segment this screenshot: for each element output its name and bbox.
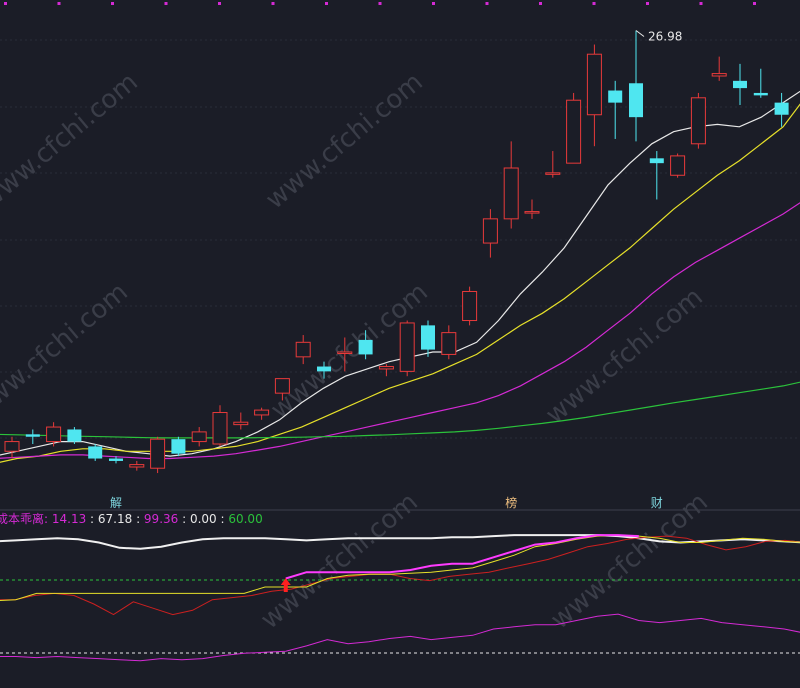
candle bbox=[274, 378, 290, 401]
moving-average-line-2 bbox=[0, 202, 800, 460]
watermarks: www.cfchi.com www.cfchi.com www.cfchi.com w… bbox=[0, 67, 714, 635]
candle bbox=[233, 412, 249, 430]
candle bbox=[711, 56, 727, 81]
legend-value: 成本乖离: bbox=[0, 511, 52, 526]
candle bbox=[317, 361, 331, 379]
candle bbox=[378, 364, 394, 377]
price-gridlines bbox=[0, 39, 800, 511]
candle bbox=[462, 286, 478, 326]
watermark-text: www.cfchi.com bbox=[0, 67, 144, 215]
buy-signal-arrow-icon bbox=[280, 578, 291, 592]
event-marker[interactable]: 榜 bbox=[505, 495, 517, 510]
top-marker-dot bbox=[111, 2, 114, 5]
legend-value: 14.13 bbox=[52, 512, 86, 526]
high-price-label: 26.98 bbox=[648, 29, 682, 43]
candle bbox=[399, 320, 415, 377]
candle bbox=[4, 436, 20, 459]
top-marker-dot bbox=[325, 2, 328, 5]
event-marker[interactable]: 财 bbox=[651, 496, 663, 510]
top-marker-dot bbox=[432, 2, 435, 5]
annotations: 26.98 解 榜 财 bbox=[4, 2, 756, 510]
top-marker-dot bbox=[646, 2, 649, 5]
watermark-text: www.cfchi.com bbox=[0, 277, 134, 425]
top-marker-dot bbox=[485, 2, 489, 5]
candle bbox=[670, 153, 686, 178]
top-marker-dot bbox=[164, 2, 168, 5]
top-marker-dot bbox=[4, 2, 7, 5]
candle bbox=[337, 337, 353, 372]
candle bbox=[774, 92, 789, 127]
candle bbox=[608, 80, 623, 139]
candle bbox=[441, 325, 457, 360]
candle bbox=[46, 422, 62, 447]
candle bbox=[421, 320, 435, 357]
moving-average-line-1 bbox=[0, 103, 800, 463]
candle bbox=[690, 92, 706, 149]
top-marker-dot bbox=[218, 2, 221, 5]
legend-value: 60.00 bbox=[228, 512, 262, 526]
candle bbox=[358, 330, 373, 360]
moving-average-line-3 bbox=[0, 381, 800, 439]
candle bbox=[545, 151, 561, 178]
candle bbox=[295, 335, 311, 365]
candle bbox=[586, 44, 602, 147]
watermark-text: www.cfchi.com bbox=[260, 67, 429, 215]
top-marker-dot bbox=[378, 2, 382, 5]
indicator-series-0 bbox=[0, 534, 800, 550]
watermark-text: www.cfchi.com bbox=[255, 487, 424, 635]
top-marker-dot bbox=[699, 2, 703, 5]
candle bbox=[150, 436, 166, 474]
candle bbox=[25, 429, 40, 444]
candle bbox=[191, 427, 207, 447]
candle bbox=[733, 63, 747, 106]
candle bbox=[254, 407, 270, 420]
top-marker-dot bbox=[753, 2, 756, 5]
candle bbox=[212, 405, 228, 447]
legend-value: : bbox=[132, 512, 144, 526]
candle bbox=[109, 456, 123, 464]
event-marker[interactable]: 解 bbox=[110, 496, 122, 510]
candle bbox=[524, 199, 540, 219]
moving-average-lines bbox=[0, 90, 800, 463]
watermark-text: www.cfchi.com bbox=[540, 282, 709, 430]
top-marker-dot bbox=[592, 2, 596, 5]
candle bbox=[503, 141, 519, 229]
top-marker-dot bbox=[57, 2, 61, 5]
candle bbox=[629, 30, 643, 142]
indicator-series-2 bbox=[0, 534, 800, 602]
watermark-text: www.cfchi.com bbox=[545, 487, 714, 635]
indicator-series-4 bbox=[0, 613, 800, 662]
indicator-panel: 成本乖离: 14.13 : 67.18 : 99.36 : 0.00 : 60.… bbox=[0, 511, 800, 662]
indicator-legend: 成本乖离: 14.13 : 67.18 : 99.36 : 0.00 : 60.… bbox=[0, 511, 263, 526]
candle bbox=[129, 460, 145, 471]
legend-value: 99.36 bbox=[144, 512, 178, 526]
candle bbox=[482, 209, 498, 258]
indicator-series-3 bbox=[285, 534, 639, 580]
top-marker-dot bbox=[271, 2, 275, 5]
legend-value: : bbox=[217, 512, 229, 526]
legend-value: : bbox=[86, 512, 98, 526]
candle bbox=[566, 92, 582, 164]
candle bbox=[171, 436, 186, 457]
candle bbox=[649, 151, 664, 200]
legend-value: 0.00 bbox=[190, 512, 217, 526]
legend-value: 67.18 bbox=[98, 512, 132, 526]
top-marker-dot bbox=[539, 2, 542, 5]
candle bbox=[88, 444, 103, 461]
candle bbox=[67, 427, 82, 444]
candlesticks bbox=[4, 30, 789, 474]
candle bbox=[753, 68, 768, 98]
indicator-series-1 bbox=[0, 535, 800, 616]
legend-value: : bbox=[178, 512, 190, 526]
